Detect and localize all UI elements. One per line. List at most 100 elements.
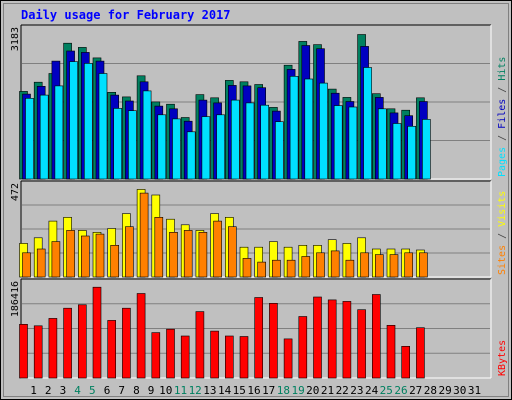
side-label-part: Files bbox=[497, 99, 508, 129]
x-tick-label-day-23: 23 bbox=[350, 384, 363, 397]
panel-hits_files_pages: 3183 Pages / Files / Hits bbox=[10, 24, 508, 180]
bar-sites-day-12 bbox=[183, 230, 193, 278]
bar-pages-day-27 bbox=[407, 126, 417, 180]
x-tick-label-day-1: 1 bbox=[30, 384, 37, 397]
bar-pages-day-9 bbox=[142, 90, 152, 180]
bar-pages-day-15 bbox=[231, 99, 240, 180]
side-label-part: Sites bbox=[497, 245, 508, 275]
bar-sites-day-16 bbox=[242, 258, 252, 278]
bar-pages-day-16 bbox=[245, 102, 255, 180]
x-tick-label-day-26: 26 bbox=[394, 384, 407, 397]
bar-kbytes-day-13 bbox=[195, 311, 205, 379]
side-label-part: / bbox=[497, 129, 508, 147]
bar-sites-day-21 bbox=[316, 252, 325, 278]
x-tick-label-day-12: 12 bbox=[189, 384, 202, 397]
bar-pages-day-2 bbox=[39, 94, 49, 180]
bar-pages-day-7 bbox=[113, 108, 122, 180]
x-tick-label-day-25: 25 bbox=[380, 384, 393, 397]
series-side-label: Pages / Files / Hits bbox=[497, 57, 508, 177]
x-tick-label-day-6: 6 bbox=[104, 384, 111, 397]
series-kbytes bbox=[19, 286, 425, 379]
bar-kbytes-day-21 bbox=[313, 296, 322, 379]
bar-pages-day-6 bbox=[98, 73, 108, 180]
bar-pages-day-17 bbox=[260, 104, 270, 180]
series-sites bbox=[22, 192, 428, 278]
bar-pages-day-12 bbox=[186, 131, 196, 180]
x-tick-label-day-18: 18 bbox=[277, 384, 290, 397]
x-tick-label-day-29: 29 bbox=[438, 384, 451, 397]
x-tick-label-day-10: 10 bbox=[159, 384, 172, 397]
x-tick-label-day-19: 19 bbox=[291, 384, 304, 397]
x-tick-label-day-17: 17 bbox=[262, 384, 275, 397]
bar-sites-day-24 bbox=[360, 252, 369, 278]
bar-pages-day-14 bbox=[216, 114, 225, 180]
bar-sites-day-26 bbox=[389, 254, 399, 278]
bar-kbytes-day-28 bbox=[416, 327, 425, 379]
x-tick-label-day-24: 24 bbox=[365, 384, 379, 397]
bar-pages-day-19 bbox=[289, 76, 299, 180]
x-tick-label-day-21: 21 bbox=[321, 384, 334, 397]
bar-sites-day-10 bbox=[154, 217, 164, 278]
bar-pages-day-4 bbox=[69, 61, 78, 180]
bar-kbytes-day-17 bbox=[254, 297, 263, 379]
bar-pages-day-21 bbox=[319, 82, 328, 180]
bar-kbytes-day-15 bbox=[225, 335, 234, 379]
bar-kbytes-day-14 bbox=[210, 330, 219, 379]
x-tick-label-day-2: 2 bbox=[45, 384, 52, 397]
bar-kbytes-day-5 bbox=[78, 304, 87, 379]
x-tick-label-day-11: 11 bbox=[174, 384, 187, 397]
x-tick-label-day-27: 27 bbox=[409, 384, 422, 397]
bar-kbytes-day-16 bbox=[239, 336, 249, 379]
bar-pages-day-23 bbox=[348, 106, 358, 180]
series-side-label: KBytes bbox=[497, 340, 508, 376]
bar-pages-day-8 bbox=[128, 110, 137, 180]
bar-sites-day-3 bbox=[51, 241, 61, 278]
bar-kbytes-day-6 bbox=[92, 286, 102, 379]
bar-kbytes-day-1 bbox=[19, 323, 28, 379]
y-axis-max-label: 3183 bbox=[10, 27, 21, 51]
y-axis-max-label: 472 bbox=[10, 183, 21, 201]
bar-pages-day-26 bbox=[392, 123, 402, 180]
series-pages bbox=[25, 61, 431, 180]
side-label-part: / bbox=[497, 227, 508, 245]
bar-sites-day-7 bbox=[110, 245, 119, 278]
bar-sites-day-27 bbox=[404, 252, 414, 278]
bar-kbytes-day-18 bbox=[269, 302, 278, 379]
bar-pages-day-28 bbox=[422, 119, 431, 180]
bar-sites-day-17 bbox=[257, 261, 267, 278]
bar-sites-day-28 bbox=[419, 252, 428, 278]
bar-sites-day-1 bbox=[22, 252, 31, 278]
side-label-part: / bbox=[497, 81, 508, 99]
x-tick-label-day-13: 13 bbox=[203, 384, 216, 397]
x-tick-label-day-9: 9 bbox=[148, 384, 155, 397]
bar-kbytes-day-22 bbox=[327, 299, 337, 379]
bar-kbytes-day-8 bbox=[122, 307, 131, 379]
panel-kbytes: 186416 KBytes bbox=[10, 278, 508, 379]
x-tick-label-day-5: 5 bbox=[89, 384, 96, 397]
bar-pages-day-1 bbox=[25, 98, 34, 180]
bar-pages-day-22 bbox=[333, 105, 343, 180]
inner-border bbox=[3, 3, 509, 397]
bar-pages-day-18 bbox=[275, 121, 284, 180]
bar-kbytes-day-3 bbox=[48, 318, 58, 379]
chart-title: Daily usage for February 2017 bbox=[21, 8, 231, 22]
bar-sites-day-9 bbox=[139, 192, 149, 278]
bar-sites-day-8 bbox=[125, 226, 134, 278]
x-tick-label-day-16: 16 bbox=[247, 384, 260, 397]
bar-kbytes-day-10 bbox=[151, 332, 161, 379]
bar-kbytes-day-9 bbox=[136, 293, 146, 379]
bar-kbytes-day-24 bbox=[357, 309, 366, 379]
bar-kbytes-day-12 bbox=[180, 335, 190, 379]
bar-sites-day-5 bbox=[81, 235, 90, 278]
x-tick-label-day-31: 31 bbox=[468, 384, 481, 397]
x-axis: 1 2 3 4 5 6 7 8 9 10 11 12 13 14 15 16 17 18 19 20 21 22 23 24 2… bbox=[30, 384, 481, 397]
bar-kbytes-day-7 bbox=[107, 320, 116, 379]
bar-sites-day-20 bbox=[301, 256, 311, 278]
x-tick-label-day-22: 22 bbox=[336, 384, 349, 397]
side-label-part: KBytes bbox=[497, 340, 508, 376]
y-axis-max-label: 186416 bbox=[10, 281, 21, 317]
x-tick-label-day-4: 4 bbox=[74, 384, 81, 397]
bar-kbytes-day-4 bbox=[63, 307, 72, 379]
side-label-part: Pages bbox=[497, 147, 508, 177]
bar-sites-day-13 bbox=[198, 232, 208, 278]
